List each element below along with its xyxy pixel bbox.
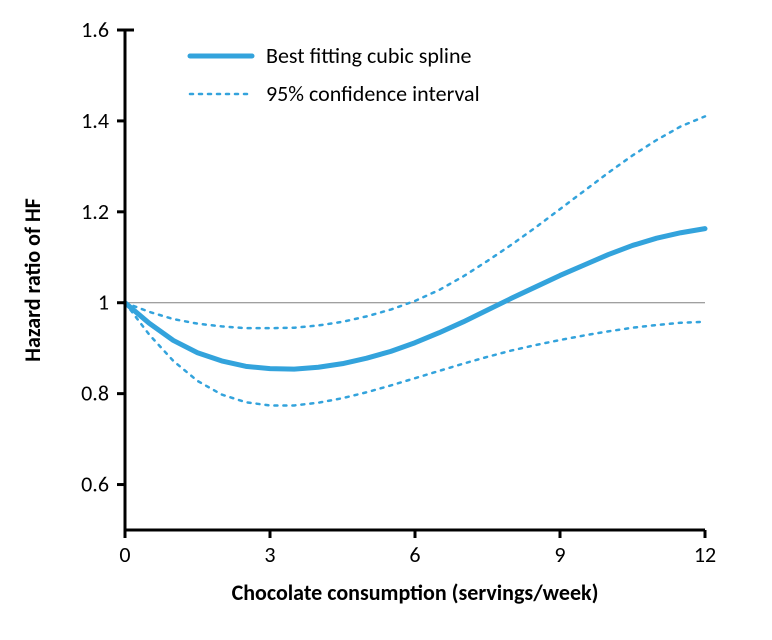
chart-container: 0 3 6 9 12 0.6 0.8 1 1.2 1.4 1.6 Chocolate consumpt… bbox=[0, 0, 772, 640]
y-tick-label: 0.8 bbox=[81, 380, 109, 407]
y-tick-label: 0.6 bbox=[81, 471, 109, 498]
x-tick-label: 6 bbox=[409, 541, 420, 568]
y-tick-label: 1.2 bbox=[81, 198, 109, 225]
y-axis-label: Hazard ratio of HF bbox=[19, 198, 46, 362]
x-tick-label: 9 bbox=[554, 541, 565, 568]
x-tick-label: 0 bbox=[119, 541, 130, 568]
legend-label-spline: Best fitting cubic spline bbox=[266, 42, 472, 69]
y-tick-label: 1 bbox=[98, 289, 109, 316]
legend-label-ci: 95% confidence interval bbox=[266, 80, 480, 107]
x-axis-label: Chocolate consumption (servings/week) bbox=[232, 579, 599, 606]
x-tick-label: 3 bbox=[264, 541, 275, 568]
ci-upper-line bbox=[125, 116, 705, 328]
spline-line bbox=[125, 229, 705, 369]
ci-lower-line bbox=[125, 303, 705, 406]
x-tick-label: 12 bbox=[694, 541, 716, 568]
y-tick-label: 1.6 bbox=[81, 16, 109, 43]
y-tick-label: 1.4 bbox=[81, 107, 109, 134]
hazard-ratio-chart: 0 3 6 9 12 0.6 0.8 1 1.2 1.4 1.6 Chocolate consumpt… bbox=[0, 0, 772, 640]
